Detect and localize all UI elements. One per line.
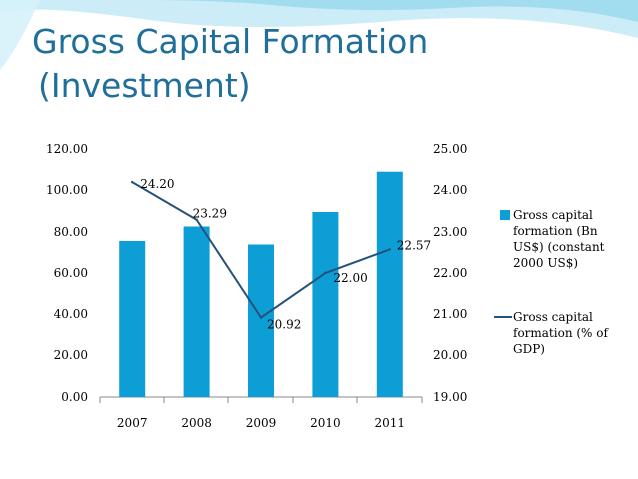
- left-axis-tick-label: 0.00: [61, 390, 88, 404]
- line-data-labels: 24.20 23.29 20.92 22.00 22.57: [140, 177, 431, 332]
- wave-decoration-back: [0, 0, 638, 38]
- slide-title: Gross Capital Formation (Investment): [32, 20, 428, 108]
- x-axis-tick-label: 2007: [117, 416, 148, 430]
- plot-area: [99, 396, 423, 403]
- legend-line-line: Gross capital: [513, 310, 593, 324]
- left-axis-tick-label: 20.00: [54, 348, 88, 362]
- line-data-label: 24.20: [140, 177, 174, 191]
- bar: [119, 241, 146, 397]
- left-axis: 120.00 100.00 80.00 60.00 40.00 20.00 0.…: [46, 142, 88, 404]
- line-point: [324, 271, 327, 275]
- legend-line-line: GDP): [513, 342, 545, 356]
- legend-line-line: formation (% of: [513, 326, 609, 340]
- line-series: [131, 180, 391, 320]
- left-axis-tick-label: 40.00: [54, 307, 88, 321]
- x-axis-tick-label: 2011: [375, 416, 406, 430]
- x-axis-tick-label: 2008: [181, 416, 212, 430]
- line-point: [259, 316, 263, 319]
- bar-series: [119, 171, 403, 397]
- line-point: [388, 248, 391, 251]
- right-axis-tick-label: 21.00: [433, 307, 467, 321]
- right-axis-tick-label: 24.00: [433, 183, 467, 197]
- wave-decoration-left: [0, 0, 40, 70]
- line-data-label: 22.00: [333, 271, 367, 285]
- legend-bar-line: formation (Bn: [513, 224, 598, 238]
- x-axis-tick-label: 2009: [246, 416, 277, 430]
- legend-bar-line: US$) (constant: [513, 240, 605, 254]
- left-axis-tick-label: 60.00: [54, 266, 88, 280]
- bar: [312, 212, 339, 397]
- right-axis-tick-label: 20.00: [433, 348, 467, 362]
- right-axis: 25.00 24.00 23.00 22.00 21.00 20.00 19.0…: [433, 142, 467, 404]
- line-data-label: 20.92: [267, 318, 301, 332]
- slide-title-line-2: (Investment): [38, 66, 251, 105]
- wave-decoration-front: [120, 0, 638, 22]
- bar: [248, 244, 274, 397]
- bar: [376, 171, 403, 397]
- line-point: [195, 218, 198, 221]
- x-axis: 2007 2008 2009 2010 2011: [117, 416, 405, 430]
- slide-title-line-1: Gross Capital Formation: [32, 22, 429, 61]
- right-axis-tick-label: 22.00: [433, 266, 467, 280]
- left-axis-tick-label: 120.00: [46, 142, 88, 156]
- left-axis-tick-label: 100.00: [46, 183, 88, 197]
- legend-bar-line: 2000 US$): [513, 256, 578, 270]
- right-axis-tick-label: 19.00: [433, 390, 467, 404]
- x-axis-tick-label: 2010: [310, 416, 341, 430]
- right-axis-tick-label: 23.00: [433, 225, 467, 239]
- line-data-label: 22.57: [397, 238, 431, 252]
- legend: Gross capital formation (Bn US$) (consta…: [494, 208, 609, 356]
- line-data-label: 23.29: [193, 207, 227, 221]
- right-axis-tick-label: 25.00: [433, 142, 467, 156]
- line-point: [131, 180, 134, 184]
- legend-bar-line: Gross capital: [513, 208, 593, 222]
- legend-bar-swatch: [500, 210, 510, 220]
- left-axis-tick-label: 80.00: [54, 225, 88, 239]
- bar: [183, 226, 210, 397]
